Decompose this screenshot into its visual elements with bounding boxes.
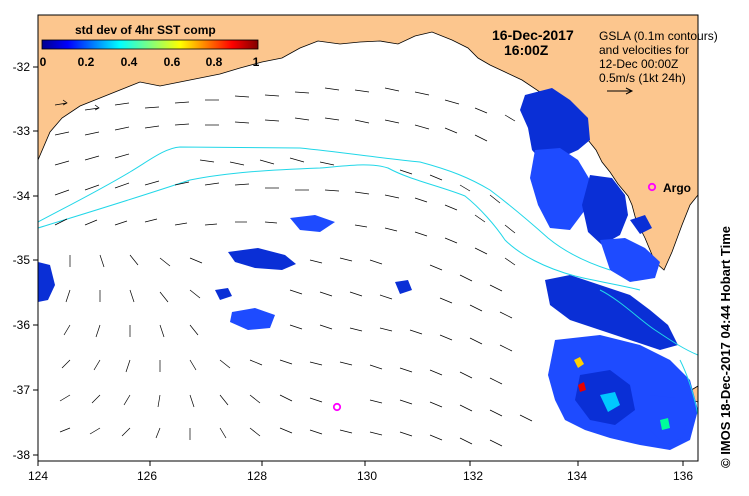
argo-marker: [647, 182, 657, 192]
colorbar-tick-0: 0: [40, 55, 47, 69]
x-tick-136: 136: [673, 469, 693, 483]
sst-patches: [38, 88, 698, 450]
x-tick-132: 132: [463, 469, 483, 483]
scale-arrow: [607, 87, 634, 95]
colorbar-tick-0.2: 0.2: [78, 55, 95, 69]
x-tick-124: 124: [28, 469, 48, 483]
x-axis: [37, 461, 684, 466]
colorbar-tick-1: 1: [253, 55, 260, 69]
imos-credit: © IMOS 18-Dec-2017 04:44 Hobart Time: [718, 226, 733, 468]
gsla-line2: and velocities for: [599, 43, 689, 57]
y-tick-36: -36: [13, 318, 31, 332]
map-time: 16:00Z: [504, 42, 549, 58]
y-tick-33: -33: [13, 124, 31, 138]
map-date: 16-Dec-2017: [492, 27, 574, 43]
x-tick-134: 134: [567, 469, 587, 483]
gsla-line4: 0.5m/s (1kt 24h): [599, 71, 686, 85]
x-tick-126: 126: [137, 469, 157, 483]
x-tick-128: 128: [247, 469, 267, 483]
argo-float-marker: [332, 402, 342, 412]
argo-label: Argo: [663, 181, 691, 195]
colorbar-title: std dev of 4hr SST comp: [75, 23, 216, 37]
colorbar-tick-0.6: 0.6: [164, 55, 181, 69]
y-tick-37: -37: [13, 383, 31, 397]
velocity-arrows: [54, 87, 533, 447]
y-tick-32: -32: [13, 60, 31, 74]
gsla-line3: 12-Dec 00:00Z: [599, 57, 678, 71]
colorbar-tick-0.4: 0.4: [121, 55, 138, 69]
y-tick-38: -38: [13, 448, 31, 462]
colorbar: [41, 39, 259, 50]
colorbar-tick-0.8: 0.8: [206, 55, 223, 69]
x-tick-130: 130: [357, 469, 377, 483]
gsla-line1: GSLA (0.1m contours): [599, 29, 718, 43]
gsla-contours: [38, 146, 698, 416]
plot-frame: [37, 14, 699, 462]
y-tick-34: -34: [13, 189, 31, 203]
land-mass: [38, 15, 698, 271]
y-axis: [33, 66, 38, 456]
y-tick-35: -35: [13, 253, 31, 267]
